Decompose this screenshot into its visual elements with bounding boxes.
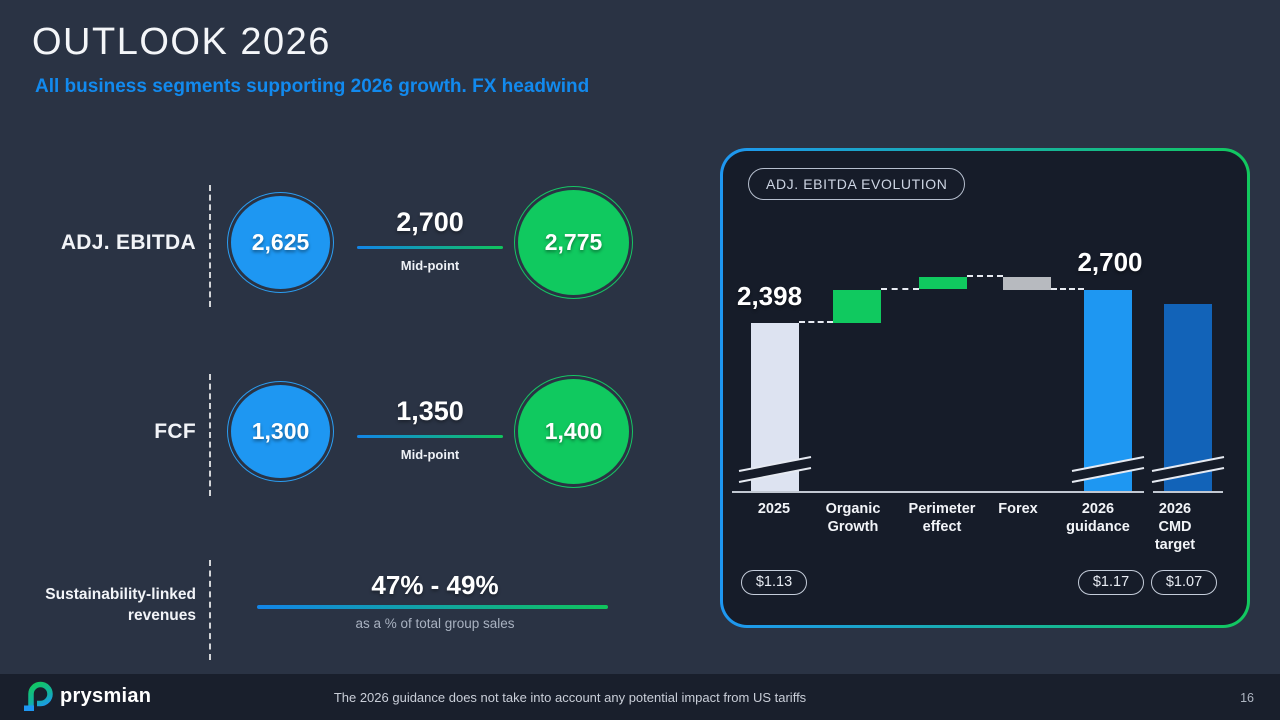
page-number: 16 (1240, 691, 1254, 705)
mid-value: 1,350 (396, 396, 464, 426)
fx-badge-2025: $1.13 (741, 570, 807, 595)
x-label-forex: Forex (998, 501, 1038, 517)
dashed-connector (1051, 288, 1084, 290)
page-title: OUTLOOK 2026 (32, 21, 331, 63)
metric-row-adj-ebitda: ADJ. EBITDA 2,625 2,700 Mid-point 2,775 (0, 185, 680, 315)
dashed-separator (209, 560, 211, 660)
x-axis-line (1153, 491, 1223, 493)
dashed-connector (799, 321, 833, 323)
sustainability-row: Sustainability-linked revenues 47% - 49%… (0, 558, 680, 664)
footer: prysmian The 2026 guidance does not take… (0, 674, 1280, 720)
bar-forex (1003, 277, 1051, 290)
mid-caption: Mid-point (400, 447, 460, 462)
metric-label: FCF (154, 420, 196, 443)
prysmian-logo-icon (24, 681, 53, 711)
x-label-2025: 2025 (757, 501, 791, 517)
dashed-connector (881, 288, 919, 290)
gradient-underline (357, 246, 503, 249)
x-axis-line (732, 491, 1144, 493)
sustainability-value: 47% - 49% (371, 570, 499, 600)
metric-label: ADJ. EBITDA (60, 231, 196, 254)
dashed-separator (209, 185, 211, 307)
bar-perimeter-effect (919, 277, 967, 289)
low-value: 2,625 (231, 196, 330, 289)
x-label-organic-growth: Organic Growth (825, 501, 881, 536)
mid-value: 2,700 (396, 207, 464, 237)
bar-organic-growth (833, 290, 881, 323)
fx-badge-2026-cmd-target: $1.07 (1151, 570, 1217, 595)
sustainability-label: Sustainability-linked revenues (45, 586, 196, 624)
axis-break-mark (1151, 456, 1225, 483)
brand-wordmark: prysmian (60, 685, 152, 707)
high-value: 2,775 (518, 190, 629, 295)
end-value-label: 2,700 (1077, 247, 1143, 277)
low-value-circle: 2,625 (227, 192, 334, 293)
high-value: 1,400 (518, 379, 629, 484)
bar-2026-cmd-target (1164, 304, 1212, 491)
low-value-circle: 1,300 (227, 381, 334, 482)
bar-2026-guidance (1084, 290, 1132, 491)
chart-title-badge: ADJ. EBITDA EVOLUTION (748, 168, 966, 200)
fx-badge-2026-guidance: $1.17 (1078, 570, 1144, 595)
sustainability-caption: as a % of total group sales (355, 616, 515, 631)
footnote: The 2026 guidance does not take into acc… (333, 690, 807, 705)
page-subtitle: All business segments supporting 2026 gr… (35, 76, 590, 97)
axis-break-mark (738, 456, 812, 483)
high-value-circle: 1,400 (514, 375, 633, 488)
start-value-label: 2,398 (737, 281, 803, 311)
dashed-separator (209, 374, 211, 496)
axis-break-mark (1071, 456, 1145, 483)
mid-caption: Mid-point (400, 258, 460, 273)
dashed-connector (967, 275, 1003, 277)
metric-row-fcf: FCF 1,300 1,350 Mid-point 1,400 (0, 374, 680, 504)
gradient-underline (357, 435, 503, 438)
waterfall-chart: ADJ. EBITDA EVOLUTION 2,398 2,700 (723, 151, 1247, 625)
ebitda-evolution-panel: ADJ. EBITDA EVOLUTION 2,398 2,700 (720, 148, 1250, 628)
high-value-circle: 2,775 (514, 186, 633, 299)
x-label-2026-cmd-target: 2026 CMD target (1154, 501, 1196, 554)
gradient-underline (257, 605, 608, 609)
x-label-perimeter-effect: Perimeter effect (908, 501, 976, 536)
low-value: 1,300 (231, 385, 330, 478)
x-label-2026-guidance: 2026 guidance (1066, 501, 1130, 536)
